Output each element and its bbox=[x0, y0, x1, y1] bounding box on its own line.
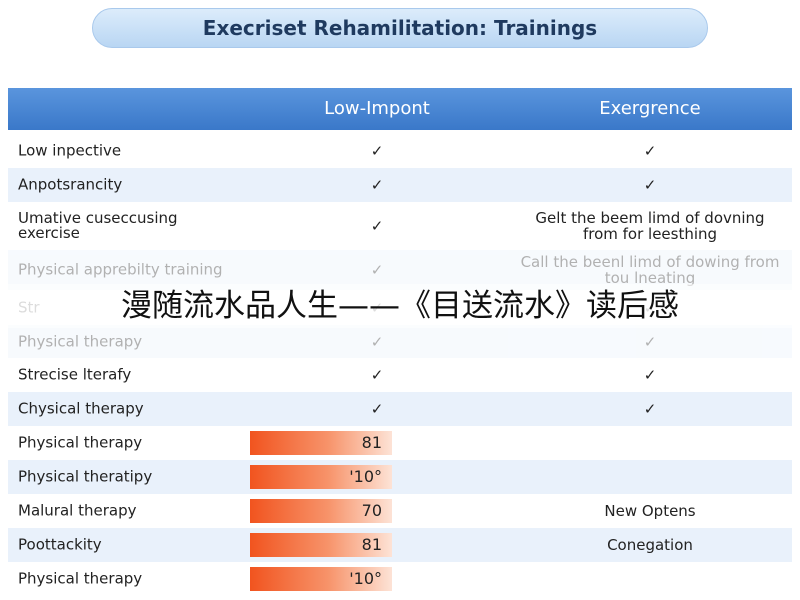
row-label: Physical apprebilty training bbox=[18, 260, 223, 279]
row-label: Chysical therapy bbox=[18, 399, 144, 418]
table-row: Strecise lterafy ✓ ✓ bbox=[8, 358, 792, 392]
row-label: Anpotsrancity bbox=[18, 175, 123, 194]
check-cell: ✓ bbox=[370, 176, 384, 194]
row-label: Malural therapy bbox=[18, 501, 137, 520]
emergence-cell: New Optens bbox=[604, 502, 696, 520]
table-row: Physical apprebilty training ✓ Call the be… bbox=[8, 250, 792, 290]
column-header: Low-Impont bbox=[324, 98, 430, 119]
check-cell: ✓ bbox=[370, 366, 384, 384]
table-row: Anpotsrancity ✓ ✓ bbox=[8, 168, 792, 202]
score-value: 70 bbox=[361, 501, 382, 520]
emergence-cell: Conegation bbox=[607, 536, 693, 554]
score-bar: 81 bbox=[250, 431, 392, 455]
row-label: Physical therapy bbox=[18, 433, 143, 452]
score-value: 81 bbox=[361, 535, 382, 554]
table-row: Physical therapy '10° bbox=[8, 562, 792, 596]
table-row: Malural therapy 70 New Optens bbox=[8, 494, 792, 528]
table-row: Physical therapy ✓ ✓ bbox=[8, 325, 792, 358]
row-label: Physical therapy bbox=[18, 569, 143, 588]
emergence-cell: ✓ bbox=[643, 141, 657, 160]
table-row: Poottackity 81 Conegation bbox=[8, 528, 792, 562]
row-label: Umative cuseccusing exercise bbox=[18, 209, 178, 242]
check-cell: ✓ bbox=[370, 261, 384, 279]
emergence-cell: ✓ bbox=[643, 176, 657, 194]
table-row: Chysical therapy ✓ ✓ bbox=[8, 392, 792, 426]
row-label: Low inpective bbox=[18, 141, 122, 159]
row-label: Strecise lterafy bbox=[18, 365, 132, 384]
emergence-cell: ✓ bbox=[643, 366, 657, 384]
score-value: '10° bbox=[349, 569, 382, 588]
column-header: Exergrence bbox=[599, 98, 701, 119]
emergence-cell: Call the beenl limd of dowing from tou l… bbox=[520, 253, 780, 287]
row-label: Physical therapy bbox=[18, 332, 143, 350]
check-cell: ✓ bbox=[370, 141, 384, 160]
title-banner: Execriset Rehamilitation: Trainings bbox=[92, 8, 708, 48]
check-cell: ✓ bbox=[370, 332, 384, 351]
score-value: 81 bbox=[361, 433, 382, 452]
check-cell: ✓ bbox=[370, 400, 384, 418]
emergence-cell: ✓ bbox=[643, 332, 657, 351]
emergence-cell: Gelt the beem limd of dovning from for l… bbox=[535, 209, 765, 243]
score-value: '10° bbox=[349, 467, 382, 486]
row-label: Physical theratipy bbox=[18, 467, 153, 486]
table-row: Physical therapy 81 bbox=[8, 426, 792, 460]
overlay-caption: 漫随流水品人生——《目送流水》读后感 bbox=[0, 284, 800, 328]
emergence-cell: ✓ bbox=[643, 400, 657, 418]
table-row: Physical theratipy '10° bbox=[8, 460, 792, 494]
score-bar: '10° bbox=[250, 465, 392, 489]
table-row: Low inpective ✓ ✓ bbox=[8, 133, 792, 168]
table-header: Low-Impont Exergrence bbox=[8, 88, 792, 130]
check-cell: ✓ bbox=[370, 217, 384, 235]
row-label: Poottackity bbox=[18, 535, 102, 554]
score-bar: 70 bbox=[250, 499, 392, 523]
score-bar: '10° bbox=[250, 567, 392, 591]
table-row: Umative cuseccusing exercise ✓ Gelt the be… bbox=[8, 202, 792, 250]
score-bar: 81 bbox=[250, 533, 392, 557]
